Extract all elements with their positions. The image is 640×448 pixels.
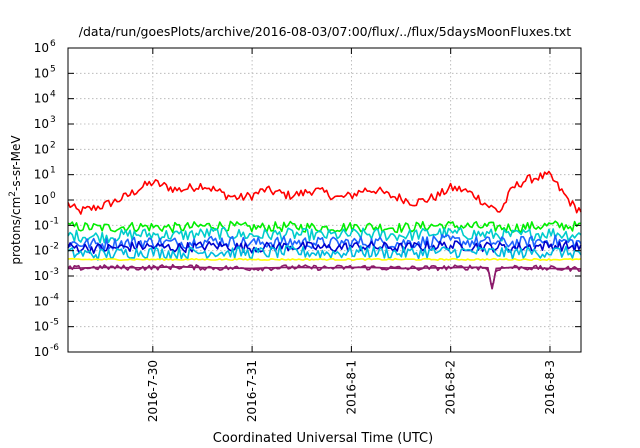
y-tick-label: 10 xyxy=(34,345,49,359)
y-tick-label: 10 xyxy=(34,269,49,283)
y-tick-exponent: 2 xyxy=(50,140,56,150)
x-tick-label: 2016-7-30 xyxy=(146,360,160,422)
series-line-6 xyxy=(67,245,582,261)
axes: 10 -610 -510 -410 -310 -210 -110 010 110 210 310 41… xyxy=(34,39,581,422)
y-tick-exponent: -2 xyxy=(50,242,59,252)
y-tick-label: 10 xyxy=(34,92,49,106)
x-tick-label: 2016-7-31 xyxy=(245,360,259,422)
y-tick-label: 10 xyxy=(34,218,49,232)
y-tick-exponent: 6 xyxy=(50,39,56,49)
y-tick-label: 10 xyxy=(34,294,49,308)
x-tick-label: 2016-8-1 xyxy=(344,360,358,414)
series-line-7 xyxy=(67,257,582,262)
y-tick-exponent: -1 xyxy=(50,216,59,226)
y-axis-label: protons/cm2-s-sr-MeV xyxy=(8,135,23,265)
y-tick-exponent: 5 xyxy=(50,64,56,74)
y-tick-label: 10 xyxy=(34,41,49,55)
x-axis-label: Coordinated Universal Time (UTC) xyxy=(213,431,433,446)
y-tick-exponent: -5 xyxy=(50,318,59,328)
grid xyxy=(68,48,581,352)
y-tick-label: 10 xyxy=(34,66,49,80)
series-line-1 xyxy=(67,170,582,215)
y-tick-exponent: -3 xyxy=(50,267,59,277)
series-layer xyxy=(67,170,582,290)
y-tick-exponent: 4 xyxy=(50,90,56,100)
x-tick-label: 2016-8-2 xyxy=(444,360,458,414)
y-tick-label: 10 xyxy=(34,168,49,182)
y-tick-exponent: -4 xyxy=(50,292,59,302)
y-tick-exponent: 3 xyxy=(50,115,56,125)
y-tick-label: 10 xyxy=(34,320,49,334)
y-tick-exponent: -6 xyxy=(50,343,59,353)
y-tick-exponent: 1 xyxy=(50,166,56,176)
series-line-5 xyxy=(67,240,582,254)
series-line-2 xyxy=(67,220,582,234)
chart-title: /data/run/goesPlots/archive/2016-08-03/0… xyxy=(79,24,572,39)
y-tick-label: 10 xyxy=(34,244,49,258)
y-tick-exponent: 0 xyxy=(50,191,56,201)
series-line-3 xyxy=(67,226,582,244)
series-raw-8 xyxy=(67,265,582,290)
y-tick-label: 10 xyxy=(34,193,49,207)
x-tick-label: 2016-8-3 xyxy=(543,360,557,414)
plot-frame xyxy=(67,47,582,353)
y-tick-label: 10 xyxy=(34,117,49,131)
y-tick-label: 10 xyxy=(34,142,49,156)
